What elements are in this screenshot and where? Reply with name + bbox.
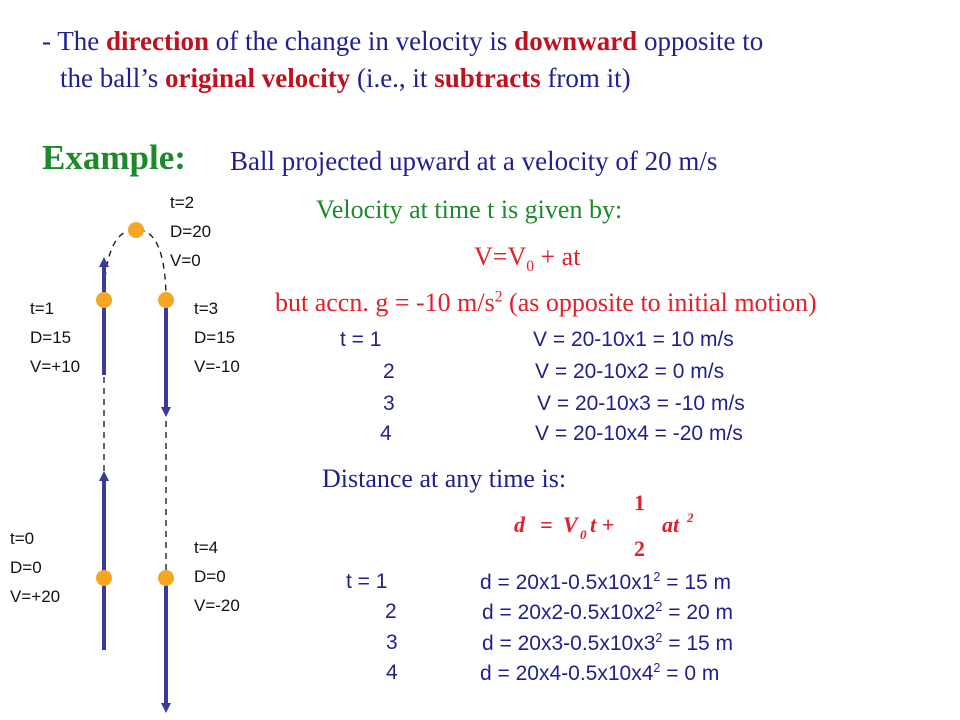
example-label: Example: <box>42 138 186 177</box>
accel-rest: (as opposite to initial motion) <box>502 288 817 317</box>
eq-v-sub: 0 <box>580 527 587 542</box>
label-t2: t=2 D=20 V=0 <box>170 193 212 270</box>
intro-p0: The <box>57 26 106 56</box>
label-t1: t=1 D=15 V=+10 <box>30 299 81 376</box>
intro2-p2: (i.e., it <box>350 63 435 93</box>
velocity-row-t: 2 <box>383 360 395 383</box>
label-t4: t=4 D=0 V=-20 <box>194 538 240 615</box>
velocity-formula-v: V=V <box>474 242 527 271</box>
velocity-row-expr: V = 20-10x1 = 10 m/s <box>533 328 734 351</box>
eq-at: at <box>662 512 680 537</box>
label-t3: t=3 D=15 V=-10 <box>194 299 240 376</box>
velocity-row-t: 3 <box>383 392 395 415</box>
eq-numerator: 1 <box>634 490 645 515</box>
accel-sup: 2 <box>494 288 503 306</box>
distance-row-t: 2 <box>385 600 397 623</box>
intro2-p3: subtracts <box>434 63 541 93</box>
distance-row-t: 3 <box>386 631 398 654</box>
intro-line-1: - The direction of the change in velocit… <box>42 26 763 57</box>
ball-t0 <box>96 570 112 586</box>
intro2-p1: original velocity <box>164 63 351 93</box>
intro-line-2: the ball’s original velocity (i.e., it s… <box>60 63 631 94</box>
eq-denominator: 2 <box>634 536 645 561</box>
distance-row-t: 4 <box>386 661 398 684</box>
distance-row-expr: d = 20x3-0.5x10x32 = 15 m <box>482 631 734 655</box>
velocity-formula-rest: + at <box>534 242 581 271</box>
label-t0: t=0 D=0 V=+20 <box>10 529 61 606</box>
intro2-p0: the ball’s <box>60 63 165 93</box>
velocity-heading: Velocity at time t is given by: <box>316 195 623 224</box>
ball-t4 <box>158 570 174 586</box>
eq-equals: = <box>540 512 553 537</box>
ball-t3 <box>158 292 174 308</box>
intro-p2: of the change in velocity is <box>209 26 515 56</box>
distance-row-t: t = 1 <box>346 570 388 593</box>
intro2-p4: from it) <box>540 63 631 93</box>
velocity-row-expr: V = 20-10x3 = -10 m/s <box>537 392 745 415</box>
eq-d: d <box>514 512 525 537</box>
intro-dash: - <box>42 26 51 56</box>
accel-text: but accn. g = -10 m/s <box>275 288 495 317</box>
ball-t2 <box>128 222 144 238</box>
acceleration-note: but accn. g = -10 m/s2 (as opposite to i… <box>275 288 817 318</box>
eq-at-sup: 2 <box>687 510 694 525</box>
path-arc-dashed <box>103 229 167 301</box>
velocity-formula: V=V0 + at <box>474 242 580 276</box>
velocity-row-t: 4 <box>380 422 392 445</box>
distance-row-expr: d = 20x2-0.5x10x22 = 20 m <box>482 600 734 624</box>
intro-p3: downward <box>514 26 638 56</box>
eq-t: t + <box>590 512 615 537</box>
velocity-row-t: t = 1 <box>340 328 382 351</box>
velocity-row-expr: V = 20-10x2 = 0 m/s <box>535 360 725 383</box>
intro-p4: opposite to <box>637 26 764 56</box>
distance-row-expr: d = 20x1-0.5x10x12 = 15 m <box>480 570 732 594</box>
velocity-formula-sub: 0 <box>526 258 535 276</box>
example-text: Ball projected upward at a velocity of 2… <box>230 146 718 176</box>
intro-p1: direction <box>106 26 209 56</box>
velocity-row-expr: V = 20-10x4 = -20 m/s <box>535 422 743 445</box>
distance-heading: Distance at any time is: <box>322 464 567 493</box>
distance-row-expr: d = 20x4-0.5x10x42 = 0 m <box>480 661 720 685</box>
ball-t1 <box>96 292 112 308</box>
eq-v: V <box>563 512 578 537</box>
